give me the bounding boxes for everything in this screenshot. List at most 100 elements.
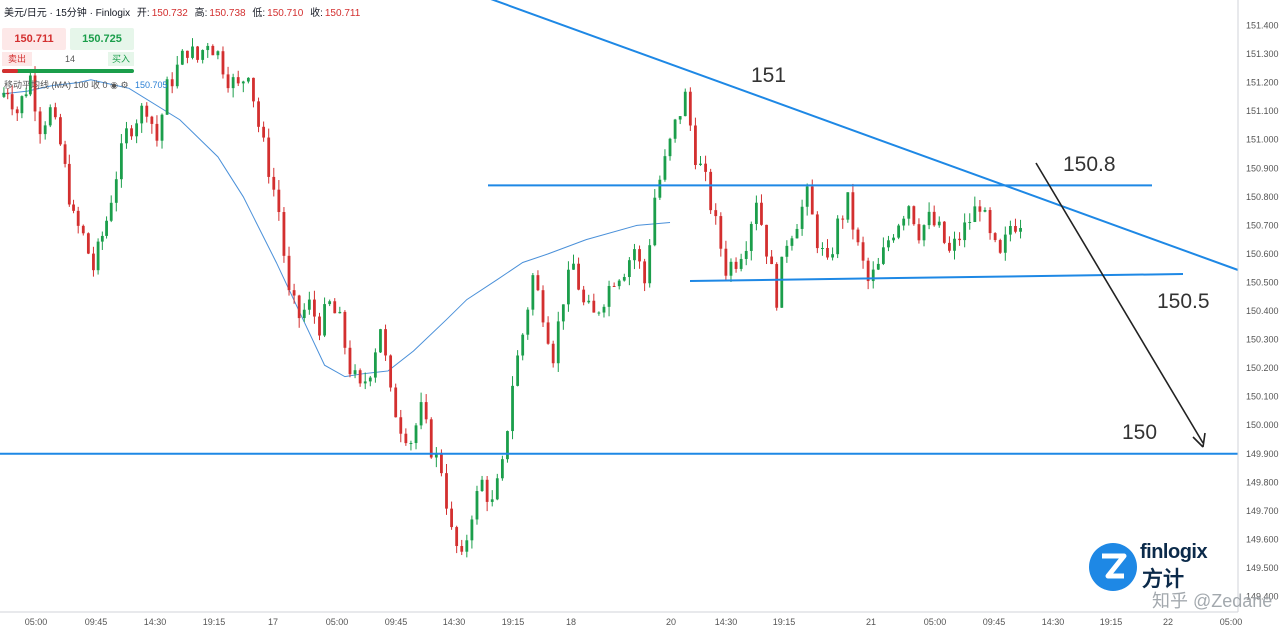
time-tick-label: 09:45 [85,617,108,627]
candle-body [983,210,987,212]
symbol-title[interactable]: 美元/日元 · 15分钟 · Finlogix [4,8,131,19]
candle-body [328,301,332,305]
time-tick-label: 05:00 [924,617,947,627]
candle-body [43,125,47,135]
candle-body [125,128,128,144]
candle-body [617,280,621,287]
candle-body [546,322,550,344]
candle-body [780,256,784,308]
price-annotation-label: 150 [1122,421,1157,444]
buy-button[interactable]: 买入 [108,52,134,66]
candle-body [353,370,357,375]
candle-body [180,50,184,65]
candle-body [404,433,408,444]
candle-body [775,264,779,308]
price-tick-label: 149.500 [1246,563,1279,573]
candle-body [526,309,530,335]
candle-body [643,261,647,284]
candle-body [536,275,540,291]
time-tick-label: 19:15 [1100,617,1123,627]
candle-body [20,96,24,114]
candle-body [912,206,916,225]
watermark-text: 知乎 @Zedane [1152,591,1273,611]
candle-body [389,355,393,388]
price-tick-label: 149.400 [1246,592,1279,602]
descending-trendline[interactable] [488,0,1239,271]
candle-body [63,144,67,164]
candle-body [577,263,580,290]
candle-body [942,221,946,243]
time-tick-label: 14:30 [1042,617,1065,627]
sell-button[interactable]: 卖出 [2,52,32,66]
candle-body [800,206,804,229]
candle-body [399,417,403,434]
price-tick-label: 149.900 [1246,449,1279,459]
candle-body [1003,234,1007,253]
price-tick-label: 151.000 [1246,135,1279,145]
candle-body [394,387,398,418]
candle-body [673,119,677,139]
candle-body [633,249,636,261]
candle-body [196,46,199,60]
quantity-field[interactable]: 14 [64,54,75,64]
candle-body [231,77,235,89]
price-tick-label: 150.900 [1246,163,1279,173]
price-annotation-label: 150.8 [1063,153,1116,176]
candle-body [612,285,616,287]
price-tick-label: 149.800 [1246,477,1279,487]
arrowhead-icon [1192,432,1206,448]
time-tick-label: 05:00 [326,617,349,627]
candle-body [358,370,362,384]
eye-icon[interactable]: ◉ [110,80,118,90]
candle-body [597,312,601,314]
time-tick-label: 19:15 [203,617,226,627]
candle-body [86,233,90,254]
candle-body [892,237,895,241]
candle-body [277,189,281,213]
candle-body [287,255,291,291]
price-tick-label: 150.800 [1246,192,1279,202]
symbol-info-bar: 美元/日元 · 15分钟 · Finlogix 开: 150.732 高: 150.… [4,4,360,19]
sell-price-button[interactable]: 150.711 [2,28,66,50]
ma-indicator-legend[interactable]: 移动平均线 (MA) 100 收 0 ◉ ⚙ 150.705 [4,78,168,91]
support-line[interactable] [689,273,1184,282]
candle-body [511,385,514,432]
price-axis-bg [1238,0,1280,630]
candle-body [876,263,880,270]
candle-body [551,343,555,364]
candle-body [836,218,840,255]
candle-body [907,206,911,219]
candle-body [567,269,570,305]
candle-body [973,206,977,223]
candle-body [252,77,255,102]
candle-body [561,304,565,322]
candle-body [155,123,159,141]
spread-bar-sell [2,69,18,73]
candle-body [714,210,718,217]
candle-body [434,452,438,458]
candle-body [221,51,225,75]
candle-body [831,254,834,258]
time-axis[interactable]: 05:00 09:45 14:30 19:15 17 05:00 09:45 14:30 19:… [25,617,1243,627]
candle-body [978,206,982,212]
candle-body [226,74,230,89]
candle-body [993,233,997,241]
candle-body [465,540,469,552]
price-axis[interactable]: 151.400 151.300 151.200 151.100 151.000 150.9… [1246,21,1279,602]
candle-body [2,92,6,97]
candle-body [541,290,545,323]
candle-body [48,107,52,126]
candle-body [6,92,10,95]
candle-body [363,381,367,384]
buy-price-button[interactable]: 150.725 [70,28,134,50]
projection-arrow-line[interactable] [1035,162,1204,444]
gear-icon[interactable]: ⚙ [120,80,129,90]
open-label: 开: [136,8,150,19]
candle-body [948,242,951,251]
candle-body [38,111,42,135]
candle-body [338,311,342,314]
candle-body [592,300,596,313]
candle-body [734,261,738,269]
candle-body [709,171,713,211]
